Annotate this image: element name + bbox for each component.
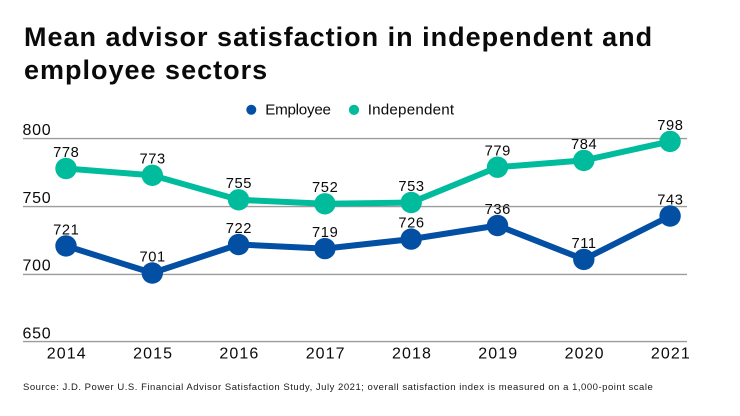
svg-text:2016: 2016 — [219, 346, 259, 363]
svg-text:753: 753 — [398, 179, 424, 195]
svg-text:719: 719 — [312, 225, 338, 241]
svg-text:726: 726 — [398, 216, 424, 232]
svg-text:755: 755 — [226, 176, 252, 192]
svg-text:743: 743 — [657, 192, 683, 208]
svg-text:2020: 2020 — [565, 346, 605, 363]
svg-text:736: 736 — [485, 202, 511, 218]
svg-text:2021: 2021 — [651, 346, 691, 363]
svg-text:700: 700 — [23, 258, 52, 275]
svg-text:711: 711 — [571, 236, 596, 252]
svg-text:Mean advisor satisfaction in i: Mean advisor satisfaction in independent… — [24, 22, 653, 52]
svg-text:778: 778 — [53, 145, 79, 161]
svg-text:Independent: Independent — [368, 102, 455, 119]
svg-text:800: 800 — [23, 122, 52, 139]
svg-text:650: 650 — [23, 325, 52, 342]
svg-text:722: 722 — [226, 221, 252, 237]
svg-text:701: 701 — [139, 249, 165, 265]
svg-text:2018: 2018 — [392, 346, 432, 363]
svg-text:798: 798 — [657, 118, 683, 134]
svg-text:2015: 2015 — [133, 346, 173, 363]
svg-text:Source: J.D. Power U.S. Financ: Source: J.D. Power U.S. Financial Adviso… — [23, 382, 653, 393]
svg-text:Employee: Employee — [265, 102, 331, 119]
svg-text:750: 750 — [23, 190, 52, 207]
svg-text:2014: 2014 — [47, 346, 87, 363]
svg-text:employee sectors: employee sectors — [24, 55, 268, 85]
svg-text:721: 721 — [53, 222, 79, 238]
svg-text:2017: 2017 — [306, 346, 346, 363]
svg-text:752: 752 — [312, 180, 338, 196]
svg-text:2019: 2019 — [478, 346, 518, 363]
svg-text:784: 784 — [571, 137, 597, 153]
svg-text:779: 779 — [485, 144, 511, 160]
svg-text:773: 773 — [139, 152, 165, 168]
